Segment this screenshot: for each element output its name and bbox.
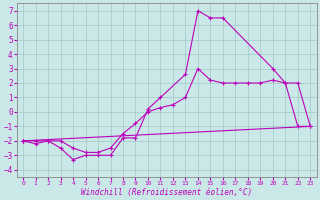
X-axis label: Windchill (Refroidissement éolien,°C): Windchill (Refroidissement éolien,°C) — [81, 188, 252, 197]
